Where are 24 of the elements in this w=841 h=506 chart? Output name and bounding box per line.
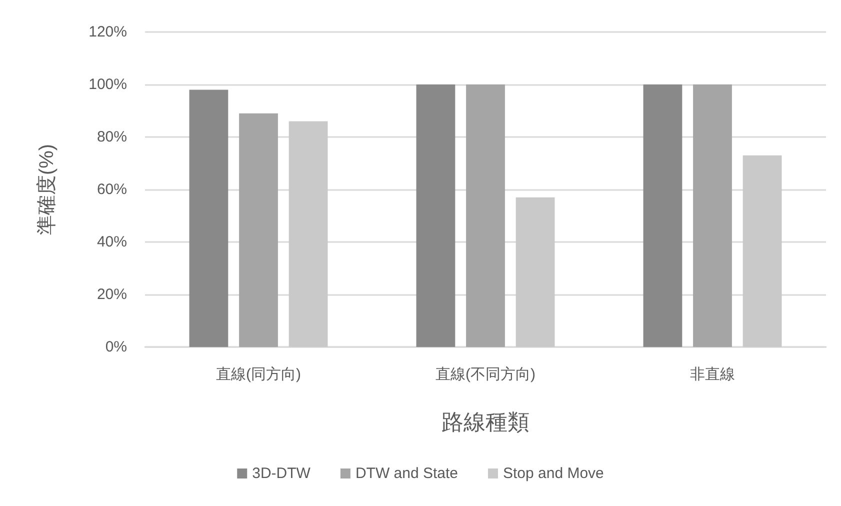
bar: [466, 84, 505, 347]
y-tick-label: 120%: [88, 24, 127, 40]
bar: [288, 121, 328, 347]
bar: [643, 84, 682, 347]
bar: [516, 197, 555, 347]
legend-label: Stop and Move: [502, 465, 604, 482]
y-tick-label: 80%: [96, 128, 127, 146]
y-tick-label: 40%: [96, 234, 127, 250]
legend-label: 3D-DTW: [252, 465, 312, 482]
y-tick-label: 20%: [96, 286, 127, 303]
bar: [693, 84, 732, 347]
x-tick-label: 非直線: [690, 366, 735, 383]
y-tick-label: 60%: [96, 181, 127, 198]
y-axis-title: 準確度(%): [36, 144, 58, 236]
legend-label: DTW and State: [355, 465, 458, 482]
x-axis-title: 路線種類: [442, 410, 530, 434]
bar: [189, 90, 228, 347]
x-tick-label: 直線(同方向): [216, 366, 301, 383]
y-tick-label: 100%: [88, 76, 127, 93]
bar: [416, 84, 456, 347]
bar: [239, 113, 278, 347]
x-tick-label: 直線(不同方向): [436, 366, 536, 383]
y-tick-label: 0%: [105, 338, 127, 356]
bar: [742, 155, 782, 347]
